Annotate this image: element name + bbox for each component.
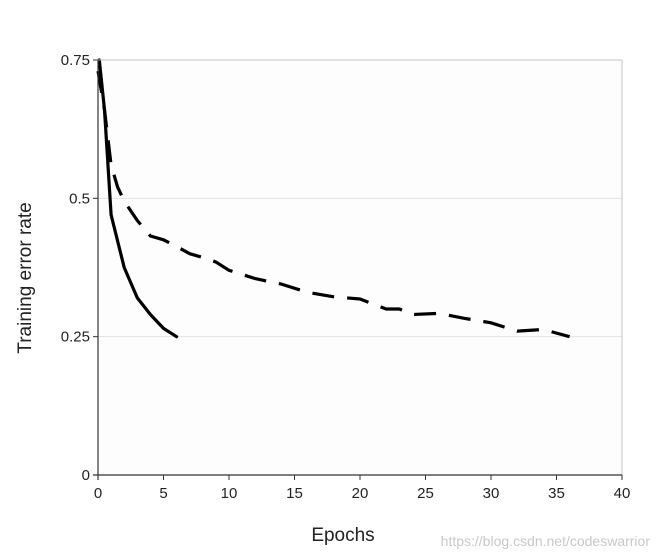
grid-lines — [98, 197, 622, 338]
y-tick-label: 0.75 — [61, 52, 90, 69]
x-tick-label: 15 — [286, 485, 303, 502]
x-tick-label: 30 — [483, 485, 500, 502]
x-tick-label: 35 — [548, 485, 565, 502]
y-tick-label: 0 — [82, 467, 90, 484]
series-line-dashed — [96, 70, 571, 339]
x-tick-label: 10 — [221, 485, 238, 502]
x-tick-label: 40 — [614, 485, 631, 502]
y-axis-title: Training error rate — [15, 202, 36, 353]
y-tick-label: 0.5 — [69, 190, 90, 207]
x-tick-label: 5 — [159, 485, 167, 502]
series-lines — [96, 58, 571, 339]
y-tick-label: 0.25 — [61, 329, 90, 346]
x-axis-ticks: 0 5 10 15 20 25 30 35 40 — [94, 475, 631, 502]
watermark-text: https://blog.csdn.net/codeswarrior — [441, 533, 651, 549]
x-tick-label: 25 — [417, 485, 434, 502]
axes — [93, 59, 623, 480]
x-tick-label: 20 — [352, 485, 369, 502]
x-axis-title: Epochs — [311, 525, 374, 546]
plot-area — [98, 60, 622, 475]
y-axis-ticks: 0 0.25 0.5 0.75 — [61, 52, 98, 484]
x-tick-label: 0 — [94, 485, 102, 502]
